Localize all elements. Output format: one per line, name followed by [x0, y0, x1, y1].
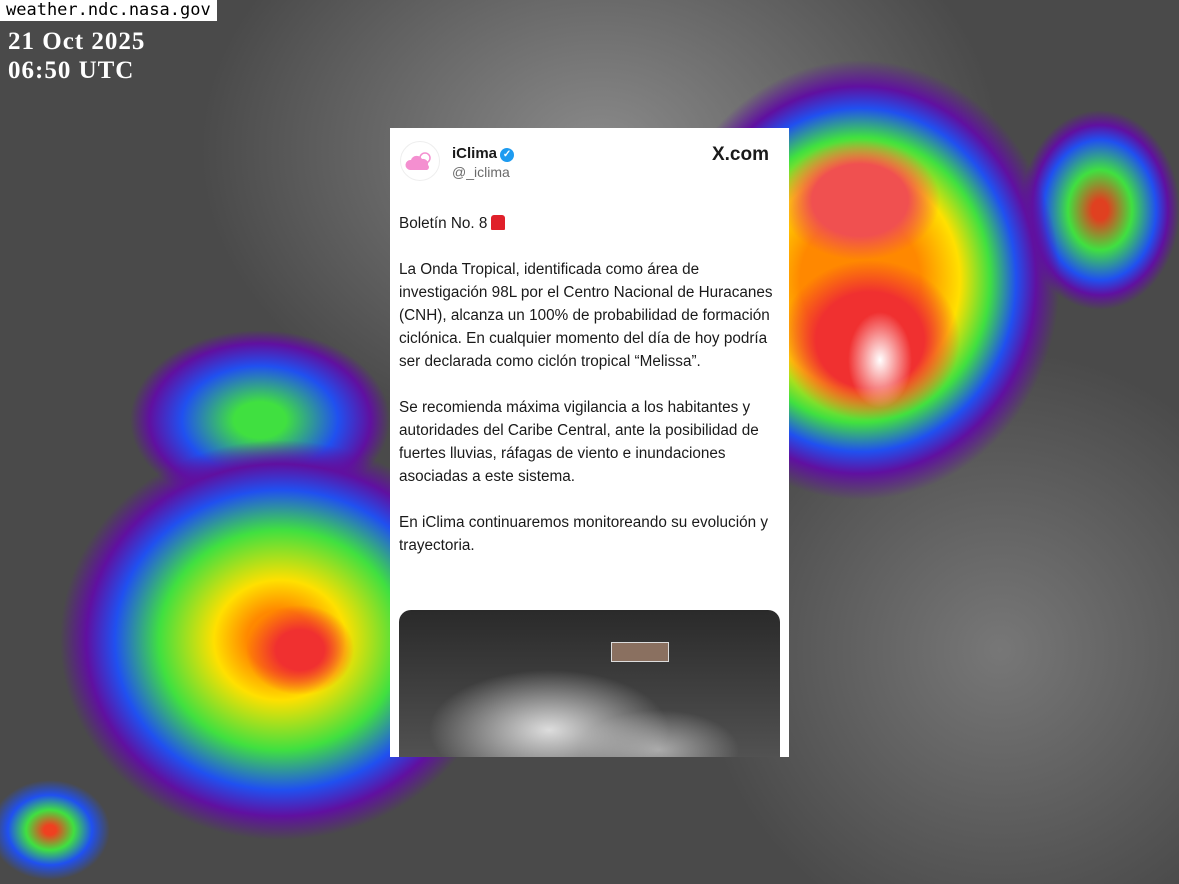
tweet-image[interactable]	[399, 610, 780, 757]
bulletin-title: Boletín No. 8	[399, 215, 488, 232]
tweet-text: Boletín No. 8 La Onda Tropical, identifi…	[399, 212, 784, 580]
cloud-sun-icon	[405, 152, 431, 170]
account-handle[interactable]: @_iclima	[452, 164, 510, 180]
account-name[interactable]: iClima ✓	[452, 145, 515, 162]
timestamp: 21 Oct 2025 06:50 UTC	[8, 27, 145, 85]
paragraph-1: La Onda Tropical, identificada como área…	[399, 261, 773, 370]
time-label: 06:50 UTC	[8, 57, 135, 84]
avatar[interactable]	[400, 141, 440, 181]
paragraph-3: En iClima continuaremos monitoreando su …	[399, 514, 769, 554]
tweet-card: iClima ✓ @_iclima X.com Boletín No. 8 La …	[390, 128, 789, 757]
island-shape	[611, 642, 669, 662]
x-logo: X.com	[711, 144, 769, 165]
date-label: 21 Oct 2025	[8, 28, 146, 55]
source-label: weather.ndc.nasa.gov	[0, 0, 217, 21]
paragraph-2: Se recomienda máxima vigilancia a los ha…	[399, 399, 759, 485]
siren-icon	[491, 215, 506, 230]
verified-badge-icon: ✓	[500, 148, 515, 162]
